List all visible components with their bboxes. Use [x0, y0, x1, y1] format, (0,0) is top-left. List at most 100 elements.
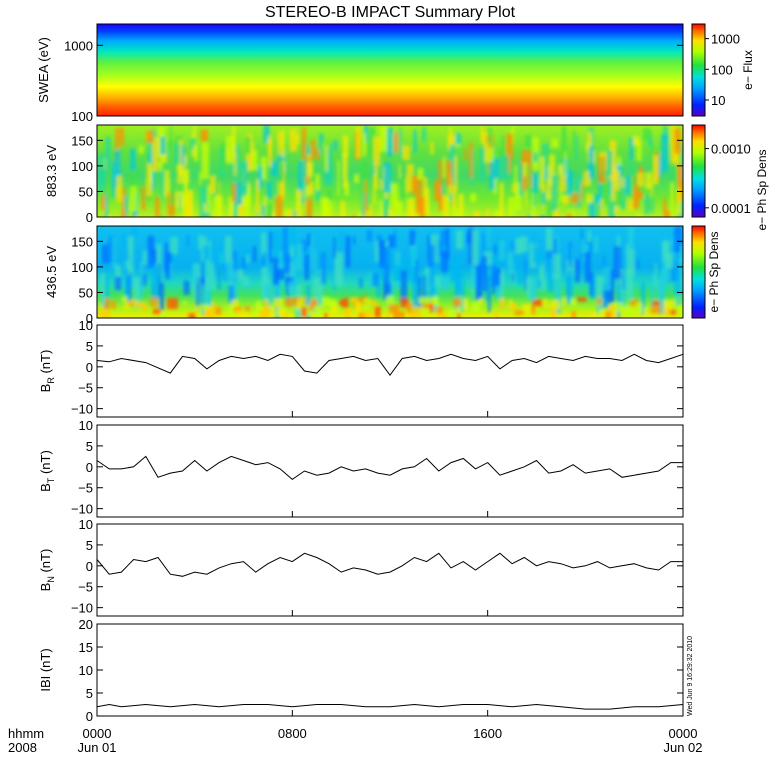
heatmap-cell	[422, 302, 433, 309]
heatmap-cell	[141, 186, 146, 211]
heatmap-cell	[288, 209, 293, 217]
field-series-line	[96, 455, 683, 481]
heatmap-cell	[291, 258, 297, 297]
heatmap-cell	[505, 133, 514, 159]
heatmap-cell	[475, 265, 482, 301]
heatmap-cell	[235, 182, 243, 205]
heatmap-cell	[511, 249, 516, 272]
heatmap-cell	[209, 260, 215, 290]
heatmap-cell	[100, 273, 105, 308]
heatmap-cell	[571, 193, 579, 204]
heatmap-cell	[392, 213, 396, 217]
heatmap-cell	[568, 241, 573, 268]
heatmap-cell	[451, 206, 456, 217]
heatmap-cell	[276, 270, 279, 290]
heatmap-cell	[633, 171, 638, 190]
heatmap-cell	[142, 250, 147, 265]
heatmap-cell	[372, 300, 378, 309]
heatmap-cell	[545, 228, 553, 251]
heatmap-cell	[243, 276, 249, 286]
heatmap-cell	[366, 299, 374, 305]
heatmap-cell	[366, 230, 373, 242]
heatmap-cell	[374, 306, 381, 318]
heatmap-cell	[183, 170, 187, 207]
heatmap-cell	[383, 162, 392, 193]
heatmap-cell	[305, 162, 314, 177]
heatmap-cell	[663, 299, 672, 311]
heatmap-cell	[102, 309, 111, 318]
heatmap-cell	[115, 127, 119, 159]
heatmap-cell	[605, 311, 611, 318]
heatmap-cell	[288, 281, 295, 291]
heatmap-cell	[433, 276, 439, 311]
heatmap-cell	[327, 300, 337, 306]
heatmap-cell	[306, 198, 313, 217]
heatmap-cell	[232, 125, 236, 158]
heatmap-cell	[301, 306, 307, 317]
heatmap-cell	[526, 277, 534, 299]
heatmap-cell	[623, 306, 635, 317]
heatmap-cell	[169, 262, 173, 281]
heatmap-cell	[588, 146, 594, 178]
heatmap-cell	[417, 277, 421, 309]
heatmap-cell	[159, 313, 167, 318]
heatmap-cell	[183, 155, 188, 167]
heatmap-cell	[314, 248, 317, 285]
heatmap-cell	[330, 303, 338, 314]
x-tick-label: 0000	[669, 726, 698, 741]
heatmap-cell	[215, 306, 222, 315]
heatmap-cell	[251, 142, 254, 156]
heatmap-cell	[470, 279, 474, 299]
heatmap-cell	[637, 190, 643, 200]
y-tick-label: 5	[86, 686, 93, 701]
heatmap-cell	[345, 235, 351, 268]
y-tick-label: −10	[71, 402, 93, 417]
heatmap-cell	[628, 198, 633, 212]
heatmap-cell	[642, 128, 651, 142]
heatmap-cell	[291, 247, 294, 257]
y-tick-label: 5	[86, 439, 93, 454]
heatmap-cell	[362, 133, 366, 157]
heatmap-cell	[537, 279, 542, 289]
heatmap-cell	[599, 309, 605, 317]
heatmap-cell	[185, 180, 188, 205]
heatmap-cell	[372, 273, 379, 287]
heatmap-cell	[623, 277, 626, 290]
heatmap-cell	[441, 275, 449, 290]
heatmap-cell	[125, 268, 130, 305]
heatmap-cell	[278, 147, 284, 162]
line-panel-frame	[96, 623, 684, 717]
heatmap-cell	[199, 205, 206, 217]
heatmap-cell	[276, 268, 285, 280]
heatmap-cell	[204, 202, 211, 217]
heatmap-cell	[551, 174, 557, 212]
heatmap-cell	[260, 156, 267, 180]
y-tick-label: −5	[78, 381, 93, 396]
heatmap-cell	[400, 174, 407, 198]
heatmap-cell	[629, 137, 634, 159]
heatmap-cell	[278, 181, 285, 201]
hhmm-label: hhmm	[8, 726, 44, 741]
y-tick-label: −10	[71, 601, 93, 616]
heatmap-cell	[574, 259, 581, 283]
heatmap-cell	[441, 251, 449, 273]
heatmap-cell	[493, 244, 497, 255]
heatmap-cell	[494, 268, 501, 286]
heatmap-cell	[455, 266, 459, 289]
heatmap-cell	[458, 193, 464, 217]
heatmap-cell	[609, 140, 617, 179]
heatmap-cell	[471, 267, 479, 288]
heatmap-cell	[159, 214, 163, 217]
heatmap-cell	[652, 155, 659, 185]
heatmap-cell	[192, 264, 199, 284]
heatmap-cell	[301, 239, 308, 253]
heatmap-cell	[112, 236, 117, 271]
heatmap-cell	[546, 199, 554, 217]
heatmap-cell	[612, 164, 615, 201]
heatmap-cell	[261, 205, 266, 217]
heatmap-cell	[116, 175, 123, 203]
heatmap-cell	[309, 303, 314, 311]
heatmap-cell	[209, 175, 216, 194]
heatmap-cell	[357, 212, 362, 217]
